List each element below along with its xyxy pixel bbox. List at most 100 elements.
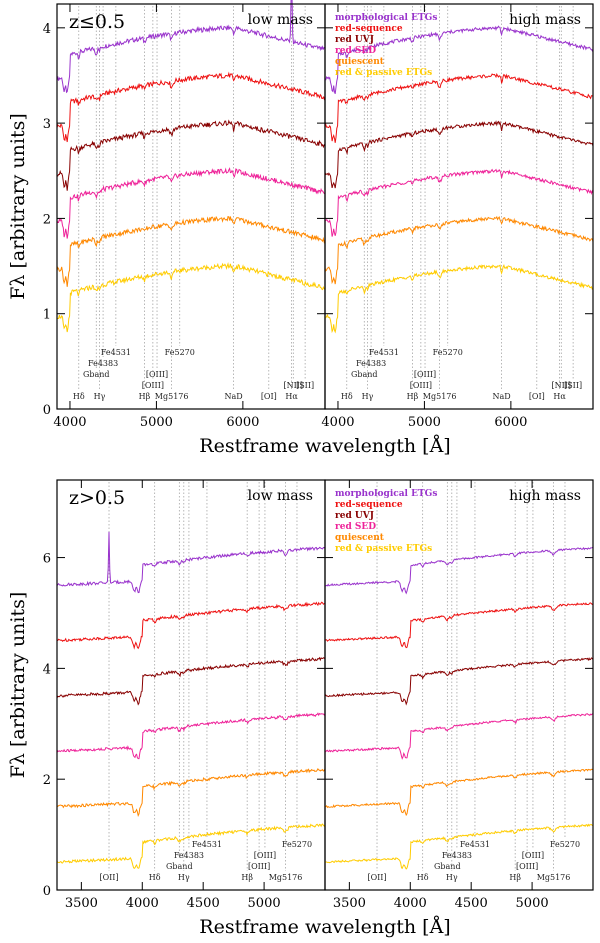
spectrum-red-sequence xyxy=(56,601,326,650)
spectral-line-label: [OIII] xyxy=(146,370,168,379)
x-tick-label: 6000 xyxy=(494,415,527,430)
spectrum-red-uvj xyxy=(56,656,326,706)
x-tick-label: 6000 xyxy=(226,415,259,430)
spectral-line-label: Fe4531 xyxy=(101,348,131,357)
y-tick-label: 2 xyxy=(43,212,51,227)
spectrum-red-uvj xyxy=(324,120,594,189)
spectral-line-label: [OIII] xyxy=(142,381,164,390)
spectral-line-label: Mg5176 xyxy=(423,392,457,401)
y-tick-label: 2 xyxy=(43,773,51,788)
panel-title: high mass xyxy=(509,12,581,28)
panel-low-mass: [OII] Hδ Gband Hγ Fe4383 Fe4531 Hβ [OIII] [OIII]… xyxy=(43,479,326,911)
spectral-line-label: [OII] xyxy=(99,873,118,882)
spectral-line-label: Mg5176 xyxy=(537,873,571,882)
spectral-line-label: [OI] xyxy=(529,392,545,401)
spectral-line-label: Gband xyxy=(351,370,378,379)
spectral-line-label: Hδ xyxy=(341,392,353,401)
spectral-line-label: Mg5176 xyxy=(269,873,303,882)
spectrum-red-passive-etgs xyxy=(56,823,326,869)
spectrum-morphological-etgs xyxy=(56,531,326,594)
spectral-line-label: Hγ xyxy=(446,873,458,882)
spectral-line-label: Hγ xyxy=(362,392,374,401)
spectral-line-label: Hδ xyxy=(417,873,429,882)
legend-entry: red SED xyxy=(335,46,376,56)
spectral-line-markers: Hδ Gband Hγ Fe4383 Fe4531 Hβ [OIII] [OIII] Mg517… xyxy=(73,6,314,401)
panel-title: low mass xyxy=(248,12,313,28)
spectrum-morphological-etgs xyxy=(324,546,594,595)
spectral-line-label: NaD xyxy=(493,392,511,401)
spectral-line-markers: Hδ Gband Hγ Fe4383 Fe4531 Hβ [OIII] [OIII] Mg517… xyxy=(341,6,582,401)
spectral-line-label: Gband xyxy=(434,862,461,871)
spectral-line-label: Hβ xyxy=(241,873,253,882)
spectral-line-label: Hγ xyxy=(94,392,106,401)
spectral-line-label: Hβ xyxy=(139,392,151,401)
y-tick-label: 0 xyxy=(43,403,51,418)
spectrum-morphological-etgs xyxy=(324,25,594,94)
spectral-line-label: Hγ xyxy=(178,873,190,882)
legend-entry: morphological ETGs xyxy=(335,489,437,499)
spectral-line-label: Hα xyxy=(285,392,298,401)
spectrum-red-sequence xyxy=(56,71,326,143)
x-tick-label: 4000 xyxy=(126,896,159,911)
legend-entry: red-sequence xyxy=(335,500,403,510)
spectral-line-label: Fe5270 xyxy=(433,348,463,357)
y-tick-label: 4 xyxy=(43,22,51,37)
spectrum-red-passive-etgs xyxy=(324,263,594,334)
x-tick-label: 4000 xyxy=(394,896,427,911)
y-axis-label: Fλ [arbitrary units] xyxy=(7,113,29,300)
spectral-line-label: Fe4383 xyxy=(442,851,472,860)
spectral-line-label: Fe4531 xyxy=(192,840,222,849)
spectral-line-label: Fe4531 xyxy=(460,840,490,849)
spectrum-quiescent xyxy=(56,768,326,817)
x-axis-label: Restframe wavelength [Å] xyxy=(199,435,450,457)
spectral-line-label: [SII] xyxy=(564,381,582,390)
spectral-line-label: Gband xyxy=(83,370,110,379)
spectral-line-label: [NII] xyxy=(283,381,303,390)
x-tick-label: 5000 xyxy=(516,896,549,911)
spectral-line-label: Fe4531 xyxy=(369,348,399,357)
redshift-label: z>0.5 xyxy=(69,487,125,509)
y-tick-label: 4 xyxy=(43,662,51,677)
spectral-line-label: Hβ xyxy=(509,873,521,882)
spectrum-red-sed xyxy=(56,167,326,239)
spectral-line-label: [NII] xyxy=(551,381,571,390)
spectral-line-label: [OIII] xyxy=(414,370,436,379)
low-redshift-section: Hδ Gband Hγ Fe4383 Fe4531 Hβ [OIII] [OIII] Mg517… xyxy=(7,0,594,457)
spectrum-red-sed xyxy=(324,168,594,237)
spectral-line-markers: [OII] Hδ Gband Hγ Fe4383 Fe4531 Hβ [OIII] [OIII]… xyxy=(99,482,312,882)
spectrum-red-sequence xyxy=(324,72,594,143)
legend-entry: morphological ETGs xyxy=(335,13,437,23)
spectral-line-label: Fe4383 xyxy=(88,359,118,368)
spectral-line-label: [OIII] xyxy=(248,862,270,871)
spectral-line-label: Hδ xyxy=(73,392,85,401)
spectral-line-label: Hβ xyxy=(407,392,419,401)
panel-high-mass: [OII] Hδ Gband Hγ Fe4383 Fe4531 Hβ [OIII] [OIII]… xyxy=(324,479,594,911)
spectrum-red-passive-etgs xyxy=(324,823,594,870)
spectral-line-label: Fe5270 xyxy=(165,348,195,357)
redshift-label: z≤0.5 xyxy=(69,11,125,33)
spectral-line-label: Mg5176 xyxy=(155,392,189,401)
high-redshift-section: [OII] Hδ Gband Hγ Fe4383 Fe4531 Hβ [OIII] [OIII]… xyxy=(7,479,594,938)
spectrum-quiescent xyxy=(56,215,326,287)
panel-high-mass: Hδ Gband Hγ Fe4383 Fe4531 Hβ [OIII] [OIII] Mg517… xyxy=(321,3,594,430)
legend-entry: red UVJ xyxy=(335,511,374,521)
spectral-line-label: [OI] xyxy=(261,392,277,401)
y-tick-label: 0 xyxy=(43,884,51,899)
legend-entry: quiescent xyxy=(335,533,385,543)
x-tick-label: 3500 xyxy=(333,896,366,911)
spectral-line-label: [OIII] xyxy=(254,851,276,860)
legend-entry: red UVJ xyxy=(335,35,374,45)
spectral-line-label: Fe4383 xyxy=(356,359,386,368)
x-tick-label: 4500 xyxy=(455,896,488,911)
x-axis-label: Restframe wavelength [Å] xyxy=(199,916,450,938)
x-tick-label: 4000 xyxy=(321,415,354,430)
x-tick-label: 5000 xyxy=(408,415,441,430)
spectral-line-label: Fe4383 xyxy=(174,851,204,860)
panel-frame xyxy=(56,479,326,891)
spectral-line-label: [OII] xyxy=(367,873,386,882)
spectral-line-label: [OIII] xyxy=(516,862,538,871)
y-tick-label: 1 xyxy=(43,308,51,323)
spectral-line-markers: [OII] Hδ Gband Hγ Fe4383 Fe4531 Hβ [OIII] [OIII]… xyxy=(367,482,580,882)
